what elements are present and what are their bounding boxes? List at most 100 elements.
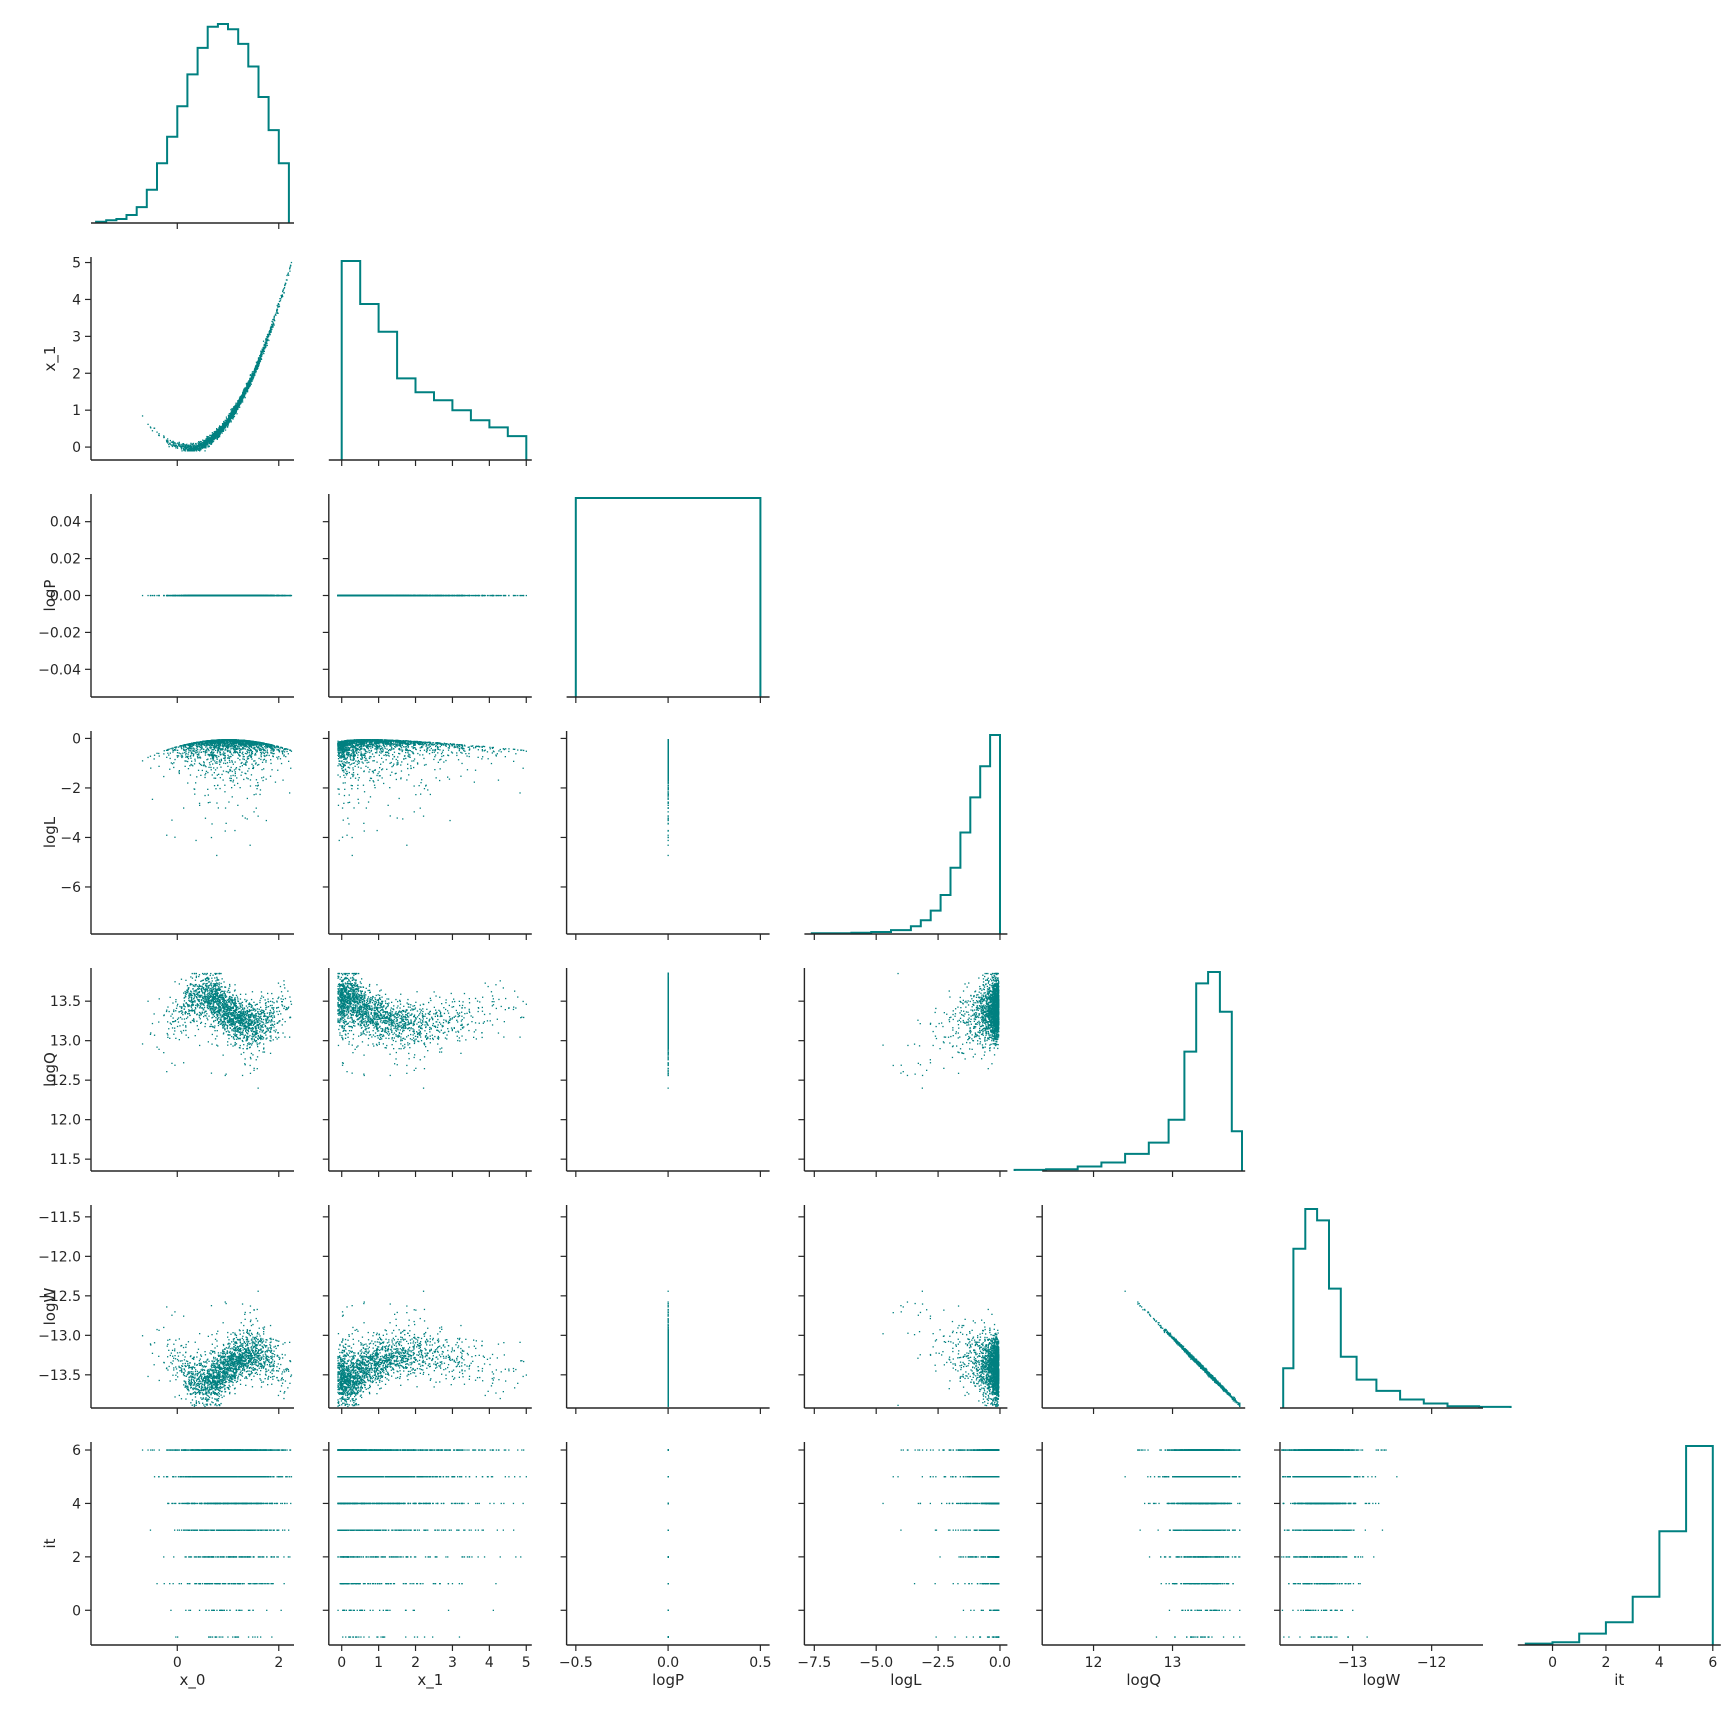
data-point	[283, 292, 284, 293]
data-point	[169, 446, 170, 447]
data-point	[175, 447, 176, 448]
data-point	[241, 400, 242, 401]
y-tick-label: 5	[72, 256, 81, 272]
data-point	[225, 420, 226, 421]
data-point	[191, 447, 192, 448]
data-point	[193, 443, 194, 444]
data-point	[245, 392, 246, 393]
data-point	[213, 434, 214, 435]
data-point	[233, 413, 234, 414]
data-point	[278, 306, 279, 307]
data-point	[231, 420, 232, 421]
data-point	[261, 353, 262, 354]
data-point	[218, 427, 219, 428]
data-point	[253, 378, 254, 379]
data-point	[264, 344, 265, 345]
y-tick-label: 4	[72, 292, 81, 308]
data-point	[276, 310, 277, 311]
data-point	[156, 432, 157, 433]
data-point	[184, 449, 185, 450]
data-point	[255, 367, 256, 368]
hist-x_1	[329, 261, 532, 466]
data-point	[152, 430, 153, 431]
data-point	[181, 444, 182, 445]
data-point	[183, 446, 184, 447]
data-point	[163, 437, 164, 438]
data-point	[181, 448, 182, 449]
data-point	[262, 349, 263, 350]
data-point	[277, 313, 278, 314]
data-point	[265, 344, 266, 345]
data-point	[214, 434, 215, 435]
data-point	[212, 432, 213, 433]
data-point	[279, 301, 280, 302]
data-point	[150, 427, 151, 428]
data-point	[251, 374, 252, 375]
data-point	[188, 450, 189, 451]
data-point	[251, 384, 252, 385]
data-point	[219, 432, 220, 433]
data-point	[217, 430, 218, 431]
data-point	[273, 322, 274, 323]
data-point	[167, 441, 168, 442]
data-point	[204, 445, 205, 446]
data-point	[249, 378, 250, 379]
data-point	[211, 436, 212, 437]
data-point	[245, 397, 246, 398]
data-point	[220, 434, 221, 435]
data-point	[248, 386, 249, 387]
data-point	[188, 449, 189, 450]
data-point	[205, 447, 206, 448]
data-point	[217, 432, 218, 433]
data-point	[245, 388, 246, 389]
data-point	[265, 339, 266, 340]
data-point	[225, 429, 226, 430]
data-point	[176, 445, 177, 446]
data-point	[204, 450, 205, 451]
data-point	[194, 447, 195, 448]
data-point	[181, 446, 182, 447]
data-point	[278, 303, 279, 304]
data-point	[263, 353, 264, 354]
data-point	[211, 438, 212, 439]
data-point	[270, 327, 271, 328]
data-point	[255, 369, 256, 370]
data-point	[234, 411, 235, 412]
data-point	[238, 406, 239, 407]
data-point	[271, 329, 272, 330]
data-point	[158, 435, 159, 436]
data-point	[192, 450, 193, 451]
data-point	[207, 444, 208, 445]
data-point	[197, 442, 198, 443]
data-point	[227, 424, 228, 425]
data-point	[203, 440, 204, 441]
data-point	[186, 444, 187, 445]
data-point	[216, 428, 217, 429]
data-point	[212, 440, 213, 441]
data-point	[197, 447, 198, 448]
data-point	[268, 336, 269, 337]
data-point	[266, 342, 267, 343]
data-point	[244, 390, 245, 391]
data-point	[185, 450, 186, 451]
data-point	[242, 401, 243, 402]
data-point	[236, 405, 237, 406]
data-point	[282, 296, 283, 297]
data-point	[231, 410, 232, 411]
data-point	[290, 265, 291, 266]
data-point	[221, 428, 222, 429]
corner-plot: 012345−0.04−0.020.000.020.04−6−4−2011.51…	[0, 0, 1727, 1712]
data-point	[257, 363, 258, 364]
data-point	[255, 366, 256, 367]
data-point	[254, 373, 255, 374]
data-point	[227, 422, 228, 423]
data-point	[282, 294, 283, 295]
data-point	[220, 426, 221, 427]
data-point	[286, 279, 287, 280]
data-point	[169, 443, 170, 444]
data-point	[216, 435, 217, 436]
data-point	[200, 441, 201, 442]
data-point	[204, 447, 205, 448]
data-point	[259, 361, 260, 362]
data-point	[238, 402, 239, 403]
